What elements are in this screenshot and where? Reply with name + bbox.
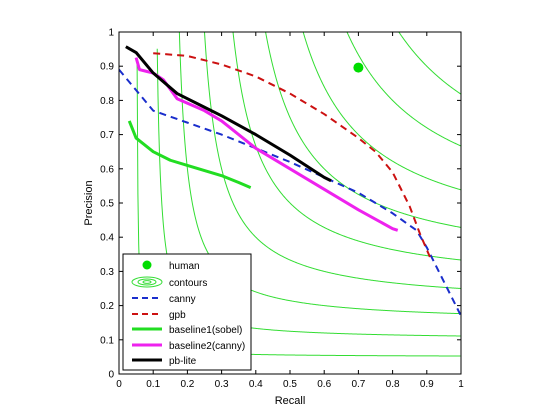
y-tick-label: 0 xyxy=(108,370,114,381)
axis-ticks xyxy=(118,31,462,375)
x-tick-label: 0.1 xyxy=(146,379,160,390)
x-tick-label: 0.9 xyxy=(420,379,434,390)
legend-pblite-label: pb-lite xyxy=(169,356,197,367)
legend-baseline2-label: baseline2(canny) xyxy=(169,341,245,352)
contour-line xyxy=(232,32,461,261)
y-tick-label: 1 xyxy=(108,28,114,39)
legend-contours-marker xyxy=(131,276,163,288)
series-line-pb-lite xyxy=(125,45,332,183)
y-tick-label: 0.7 xyxy=(100,130,114,141)
y-tick-label: 0.8 xyxy=(100,96,114,107)
x-tick-label: 0.2 xyxy=(180,379,194,390)
x-tick-label: 0.3 xyxy=(215,379,229,390)
series-line-gpb xyxy=(153,52,432,259)
contour-line xyxy=(346,32,461,147)
x-axis-label: Recall xyxy=(275,395,306,407)
legend-human-label: human xyxy=(169,261,200,272)
y-tick-label: 0.9 xyxy=(100,62,114,73)
legend-gpb-label: gpb xyxy=(169,310,186,321)
legend-canny-label: canny xyxy=(169,294,196,305)
legend-human-marker xyxy=(142,260,152,270)
y-tick-label: 0.3 xyxy=(100,267,114,278)
contour-line xyxy=(398,32,461,95)
y-tick-label: 0.6 xyxy=(100,164,114,175)
y-tick-label: 0.1 xyxy=(100,335,114,346)
x-tick-label: 0 xyxy=(116,379,122,390)
contour-line xyxy=(204,32,461,289)
human-point xyxy=(353,62,364,73)
y-tick-label: 0.2 xyxy=(100,301,114,312)
contour-line xyxy=(302,32,461,191)
x-tick-label: 1 xyxy=(458,379,464,390)
legend-baseline1-label: baseline1(sobel) xyxy=(169,325,242,336)
legend: human contours canny gpb baseline1(sobel… xyxy=(122,253,252,371)
legend-contours-label: contours xyxy=(169,278,207,289)
y-axis-label: Precision xyxy=(83,180,95,225)
contour-line xyxy=(265,32,461,228)
y-tick-label: 0.5 xyxy=(100,199,114,210)
y-tick-label: 0.4 xyxy=(100,233,114,244)
x-tick-label: 0.4 xyxy=(249,379,263,390)
human-point-group xyxy=(353,62,364,73)
x-tick-label: 0.7 xyxy=(351,379,365,390)
x-tick-label: 0.6 xyxy=(317,379,331,390)
series-lines xyxy=(119,45,461,317)
legend-box xyxy=(122,253,252,371)
x-tick-label: 0.8 xyxy=(386,379,400,390)
axis-tick-labels: 0 0.1 0.2 0.3 0.4 0.5 0.6 0.7 0.8 0.9 1 0 0.1 0.2 0.3 0… xyxy=(100,28,464,391)
series-line-baseline1-sobel xyxy=(127,120,252,189)
x-tick-label: 0.5 xyxy=(283,379,297,390)
